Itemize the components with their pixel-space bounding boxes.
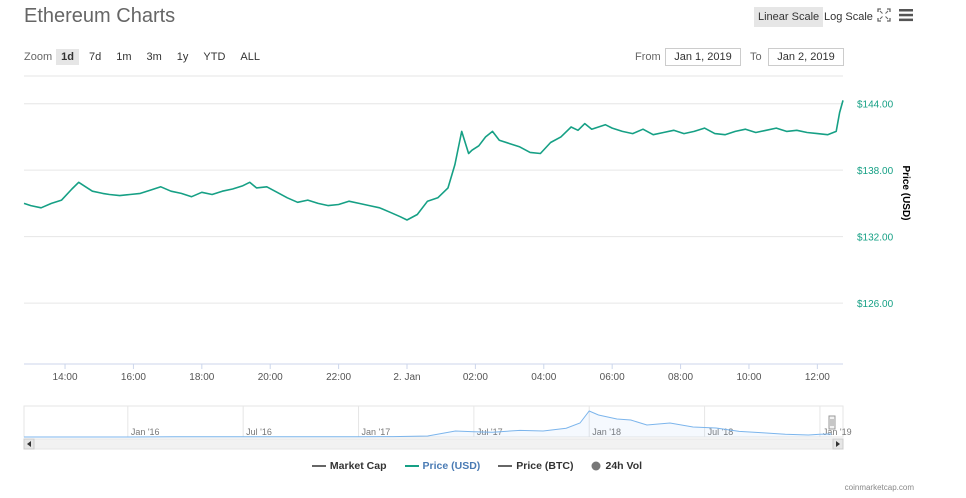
navigator-tick-label: Jan '16 bbox=[131, 427, 160, 437]
x-tick-label: 20:00 bbox=[258, 372, 283, 383]
zoom-controls: Zoom 1d 7d 1m 3m 1y YTD ALL bbox=[24, 49, 270, 65]
navigator-handle[interactable] bbox=[828, 415, 836, 430]
from-label: From bbox=[635, 51, 661, 63]
x-tick-label: 04:00 bbox=[531, 372, 556, 383]
to-label: To bbox=[750, 51, 762, 63]
x-tick-label: 10:00 bbox=[736, 372, 761, 383]
navigator-series-line bbox=[24, 410, 832, 438]
page-title: Ethereum Charts bbox=[24, 5, 176, 27]
zoom-label: Zoom bbox=[24, 51, 53, 63]
y-tick-label: $126.00 bbox=[857, 299, 894, 310]
legend-line-icon bbox=[311, 465, 326, 467]
navigator-tick-label: Jan '18 bbox=[592, 427, 621, 437]
linear-scale-button[interactable]: Linear Scale bbox=[754, 7, 824, 27]
credit-text: coinmarketcap.com bbox=[844, 483, 914, 492]
from-date-input[interactable]: Jan 1, 2019 bbox=[665, 48, 741, 66]
menu-icon[interactable] bbox=[898, 8, 914, 24]
legend-item-market-cap[interactable]: Market Cap bbox=[311, 460, 387, 472]
navigator-tick-label: Jan '19 bbox=[823, 427, 852, 437]
navigator-tick-label: Jan '17 bbox=[362, 427, 391, 437]
navigator-tick-label: Jul '16 bbox=[246, 427, 272, 437]
x-tick-label: 22:00 bbox=[326, 372, 351, 383]
navigator-tick-label: Jul '18 bbox=[708, 427, 734, 437]
x-tick-label: 16:00 bbox=[121, 372, 146, 383]
log-scale-button[interactable]: Log Scale bbox=[824, 11, 873, 23]
legend-label: Price (BTC) bbox=[516, 460, 574, 472]
y-tick-label: $138.00 bbox=[857, 166, 894, 177]
legend-item-24h-vol[interactable]: 24h Vol bbox=[591, 460, 642, 472]
fullscreen-icon[interactable] bbox=[877, 8, 893, 24]
price-usd-series-line bbox=[23, 100, 844, 221]
zoom-1m-button[interactable]: 1m bbox=[116, 51, 132, 63]
x-axis: 14:00 16:00 18:00 20:00 22:00 2. Jan 02:00 04:0… bbox=[53, 364, 830, 383]
zoom-1y-button[interactable]: 1y bbox=[176, 51, 189, 63]
to-date-input[interactable]: Jan 2, 2019 bbox=[768, 48, 844, 66]
zoom-1d-button[interactable]: 1d bbox=[56, 49, 79, 65]
y-tick-label: $132.00 bbox=[857, 233, 894, 244]
legend-line-icon bbox=[498, 465, 513, 467]
navigator-area bbox=[24, 411, 832, 437]
legend-dot-icon bbox=[591, 461, 601, 471]
plot-area bbox=[23, 100, 844, 221]
legend-label: Market Cap bbox=[329, 460, 387, 472]
x-tick-label: 18:00 bbox=[189, 372, 214, 383]
legend-label: 24h Vol bbox=[605, 460, 643, 472]
zoom-ytd-button[interactable]: YTD bbox=[203, 51, 226, 63]
legend-label: Price (USD) bbox=[422, 460, 481, 472]
zoom-3m-button[interactable]: 3m bbox=[146, 51, 162, 63]
y-tick-label: $144.00 bbox=[857, 100, 894, 111]
zoom-7d-button[interactable]: 7d bbox=[88, 51, 102, 63]
x-tick-label: 12:00 bbox=[805, 372, 830, 383]
x-tick-label: 14:00 bbox=[53, 372, 78, 383]
x-tick-label: 06:00 bbox=[600, 372, 625, 383]
x-tick-label: 08:00 bbox=[668, 372, 693, 383]
navigator-frame bbox=[23, 405, 844, 438]
zoom-all-button[interactable]: ALL bbox=[240, 51, 260, 63]
chevron-left-icon bbox=[27, 441, 31, 447]
chevron-right-icon bbox=[836, 441, 840, 447]
legend-item-price-usd[interactable]: Price (USD) bbox=[404, 460, 481, 472]
legend: Market Cap Price (USD) Price (BTC) 24h V… bbox=[0, 460, 966, 472]
x-tick-label: 2. Jan bbox=[393, 372, 420, 383]
y-axis-title: Price (USD) bbox=[900, 165, 911, 220]
legend-item-price-btc[interactable]: Price (BTC) bbox=[498, 460, 573, 472]
y-axis: $144.00 $138.00 $132.00 $126.00 bbox=[857, 100, 894, 310]
legend-line-icon bbox=[404, 465, 419, 467]
x-tick-label: 02:00 bbox=[463, 372, 488, 383]
grid-lines bbox=[24, 75, 843, 365]
scrollbar-track[interactable] bbox=[23, 438, 844, 450]
